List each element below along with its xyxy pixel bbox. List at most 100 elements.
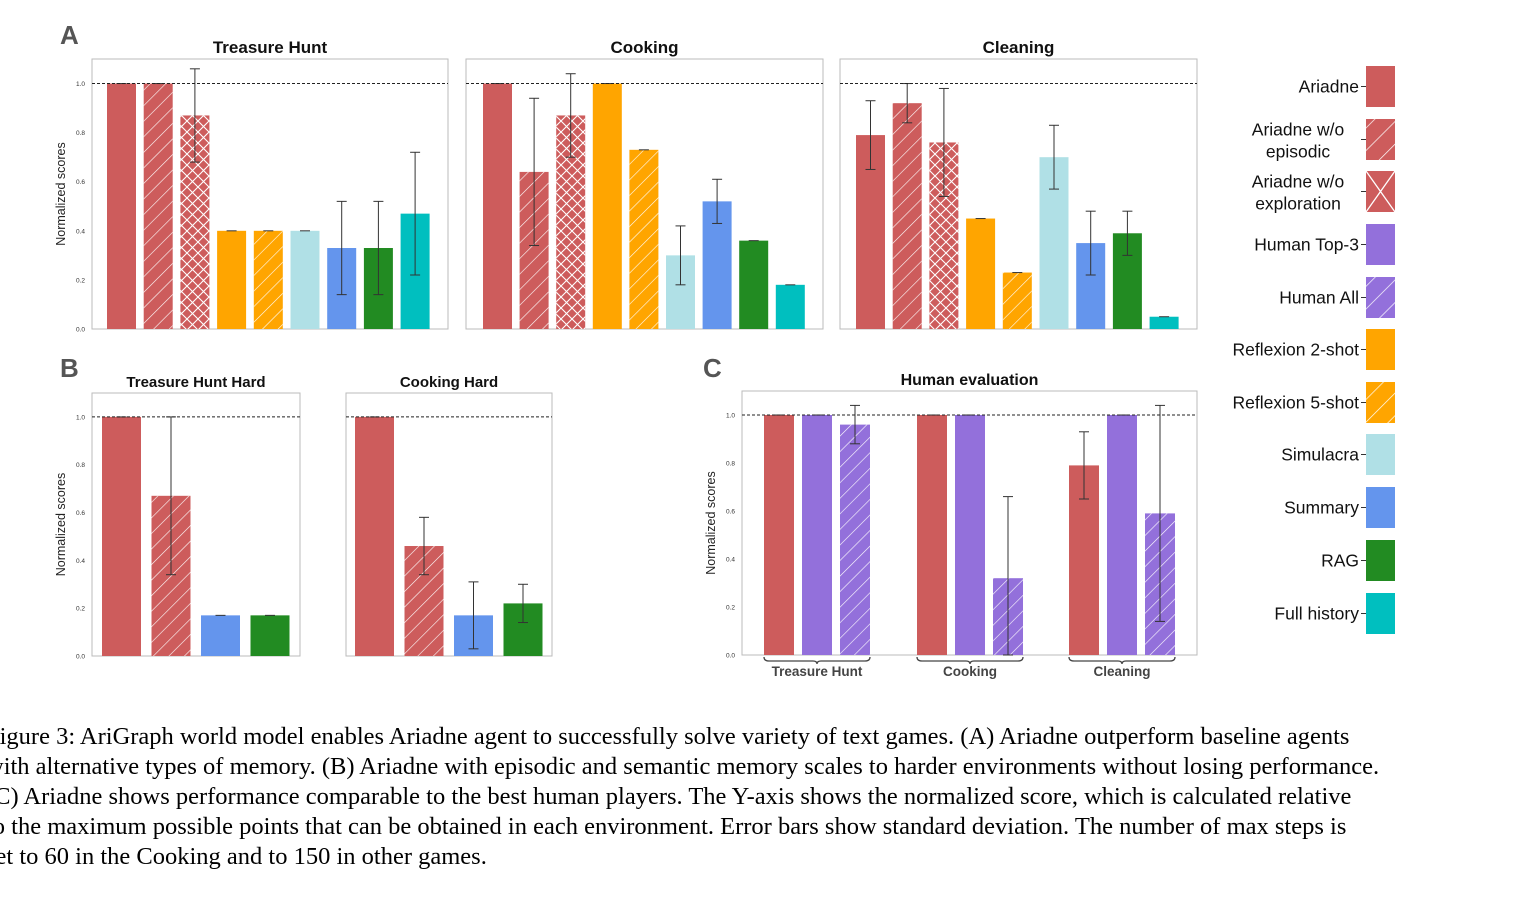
bar (355, 416, 394, 656)
bar (739, 240, 769, 329)
panel-label-a: A (60, 20, 79, 50)
bar (107, 83, 136, 329)
legend-label: Reflexion 2-shot (1233, 340, 1360, 360)
legend-item: Reflexion 2-shot (1233, 329, 1395, 370)
legend-swatch-hatch (1366, 382, 1395, 423)
bar (764, 415, 794, 655)
legend-item: Simulacra (1281, 434, 1395, 475)
chart-title: Cooking Hard (400, 374, 498, 391)
y-tick-label: 0.0 (76, 327, 85, 334)
bar-hatch (629, 149, 659, 329)
y-tick-label: 0.6 (76, 510, 85, 517)
caption-line: (C) Ariadne shows performance comparable… (0, 783, 1352, 810)
legend-label: episodic (1266, 142, 1330, 162)
group-bracket (763, 656, 871, 665)
legend-label: Summary (1284, 498, 1359, 518)
panel-label-b: B (60, 353, 79, 383)
bar (102, 416, 141, 656)
legend-item: Full history (1274, 593, 1395, 634)
legend-item: RAG (1321, 540, 1395, 581)
legend-label: RAG (1321, 551, 1359, 571)
legend-swatch-hatch (1366, 119, 1395, 160)
chart-title: Human evaluation (901, 372, 1039, 389)
legend-swatch (1366, 540, 1395, 581)
bar (201, 615, 240, 656)
x-tick-label: Treasure Hunt (772, 664, 863, 679)
bar-hatch (892, 103, 922, 329)
chart-1: Cooking (465, 38, 824, 330)
chart-3: Treasure Hunt Hard 0.0 0.2 0.4 0.6 0.8 1.0 Norm… (54, 374, 301, 661)
y-tick-label: 0.2 (726, 605, 735, 612)
bar-hatch (840, 424, 870, 655)
bar (483, 83, 512, 329)
legend-label: Human Top-3 (1254, 235, 1359, 255)
bar (290, 230, 320, 329)
y-tick-label: 1.0 (726, 413, 735, 420)
legend-label: Human All (1279, 288, 1359, 308)
y-tick-label: 1.0 (76, 81, 85, 88)
group-bracket (1068, 656, 1176, 665)
legend-label: Reflexion 5-shot (1233, 393, 1360, 413)
bar (1107, 415, 1137, 655)
bar (955, 415, 985, 655)
legend-label: Full history (1274, 604, 1359, 624)
caption-line: Figure 3: AriGraph world model enables A… (0, 723, 1350, 750)
legend-item: Reflexion 5-shot (1233, 382, 1395, 423)
y-tick-label: 0.4 (76, 228, 85, 235)
legend-swatch (1366, 329, 1395, 370)
group-bracket (916, 656, 1024, 665)
bar (250, 615, 290, 656)
bar (775, 284, 805, 329)
y-tick-label: 0.4 (726, 557, 735, 564)
y-axis-label: Normalized scores (54, 142, 68, 246)
y-tick-label: 0.8 (726, 461, 735, 468)
chart-title: Cooking (611, 38, 679, 57)
legend-label: Ariadne w/o (1252, 172, 1344, 192)
legend-swatch (1366, 66, 1395, 107)
chart-2: Cleaning (839, 38, 1198, 330)
chart-title: Treasure Hunt Hard (126, 374, 265, 391)
legend-label: Ariadne (1299, 77, 1359, 97)
y-tick-label: 0.4 (76, 558, 85, 565)
charts-layer: Treasure Hunt 0.0 0.2 0.4 0.6 0.8 1.0 Normalize… (54, 38, 1198, 679)
y-tick-label: 0.2 (76, 606, 85, 613)
y-tick-label: 0.6 (726, 509, 735, 516)
chart-title: Treasure Hunt (213, 38, 328, 57)
bar (966, 218, 996, 329)
y-tick-label: 0.0 (726, 653, 735, 660)
plot-frame (91, 392, 301, 657)
bar (592, 83, 622, 329)
caption-line: set to 60 in the Cooking and to 150 in o… (0, 843, 487, 870)
legend-swatch (1366, 593, 1395, 634)
y-tick-label: 0.6 (76, 179, 85, 186)
chart-title: Cleaning (983, 38, 1055, 57)
legend-item: Ariadne (1299, 66, 1395, 107)
y-tick-label: 0.8 (76, 130, 85, 137)
panel-label-c: C (703, 353, 722, 383)
x-tick-label: Cleaning (1093, 664, 1150, 679)
legend-swatch (1366, 487, 1395, 528)
legend-label: Ariadne w/o (1252, 120, 1344, 140)
legend-swatch (1366, 224, 1395, 265)
bar-hatch (143, 83, 173, 329)
bar-hatch (1002, 272, 1032, 329)
y-tick-label: 0.2 (76, 277, 85, 284)
legend-item: Human All (1279, 277, 1395, 318)
legend-item: Human Top-3 (1254, 224, 1395, 265)
caption-line: with alternative types of memory. (B) Ar… (0, 753, 1380, 780)
legend-swatch (1366, 434, 1395, 475)
chart-5: Human evaluation 0.0 0.2 0.4 0.6 0.8 1.0 Normal… (704, 372, 1198, 679)
legend-item: Summary (1284, 487, 1395, 528)
y-tick-label: 0.8 (76, 462, 85, 469)
bar (802, 415, 832, 655)
bar (217, 230, 247, 329)
legend-swatch-hatch (1366, 277, 1395, 318)
caption-line: to the maximum possible points that can … (0, 813, 1347, 840)
plot-frame (345, 392, 553, 657)
legend-label: Simulacra (1281, 445, 1359, 465)
bar (917, 415, 947, 655)
figure-caption: Figure 3: AriGraph world model enables A… (0, 722, 1524, 882)
